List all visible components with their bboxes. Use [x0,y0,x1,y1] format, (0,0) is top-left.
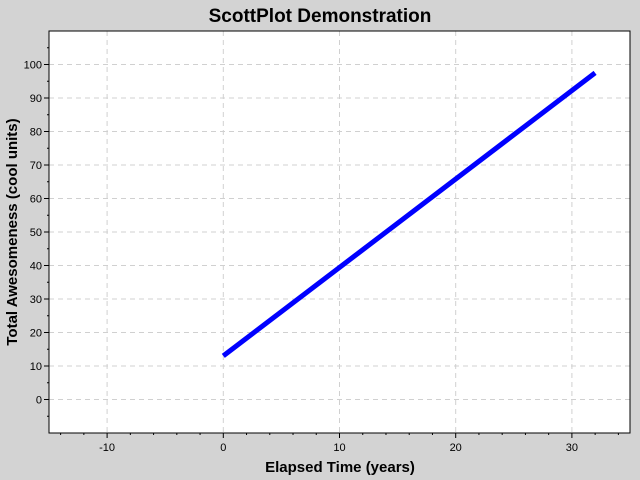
y-axis-label: Total Awesomeness (cool units) [4,118,21,345]
plot-frame [48,30,631,434]
y-tick-label: 10 [30,361,42,373]
x-axis-label: Elapsed Time (years) [265,459,415,476]
y-tick-label: 60 [30,194,42,206]
x-tick-label: 30 [566,442,578,454]
y-tick-label: 0 [36,395,42,407]
series-layer [221,70,597,358]
y-tick-label: 80 [30,127,42,139]
y-tick-label: 100 [24,60,42,72]
y-tick-label: 50 [30,227,42,239]
x-tick-label: 10 [333,442,345,454]
x-tick-label: 0 [220,442,226,454]
ticks: -10 0 10 20 30 0 10 20 30 40 50 60 70 80 90 100 [24,30,631,454]
y-tick-label: 20 [30,328,42,340]
x-tick-label: -10 [99,442,115,454]
y-tick-label: 90 [30,93,42,105]
y-tick-label: 70 [30,160,42,172]
chart-title: ScottPlot Demonstration [209,6,432,27]
y-tick-label: 30 [30,294,42,306]
series-line-0 [221,70,597,358]
y-tick-label: 40 [30,261,42,273]
x-tick-label: 20 [450,442,462,454]
